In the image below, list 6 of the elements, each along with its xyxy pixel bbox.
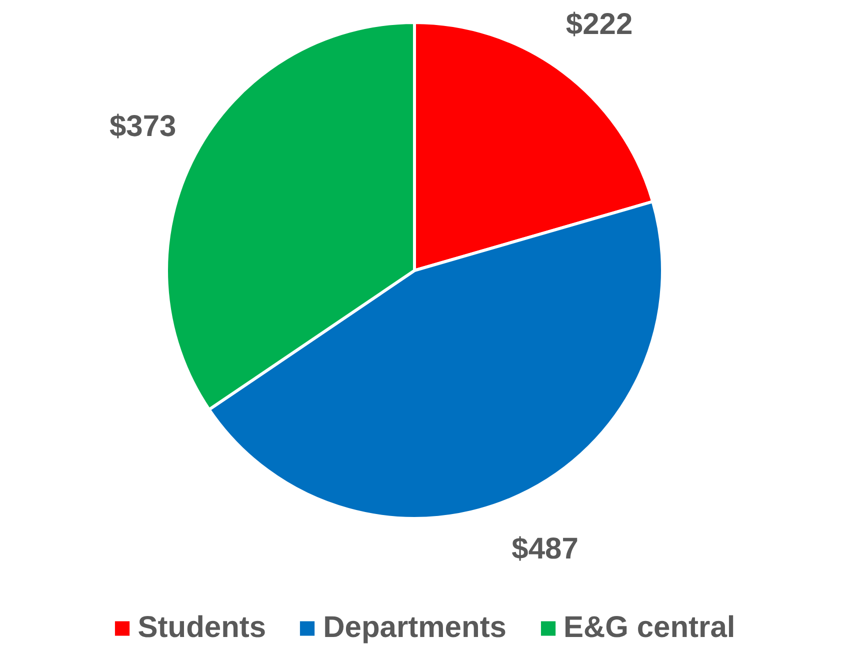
legend-label: E&G central [564,611,736,645]
legend-label: Departments [323,611,506,645]
data-label: $487 [512,532,578,566]
data-label: $222 [566,8,633,42]
data-label: $373 [109,110,176,143]
legend-label: Students [138,611,266,645]
